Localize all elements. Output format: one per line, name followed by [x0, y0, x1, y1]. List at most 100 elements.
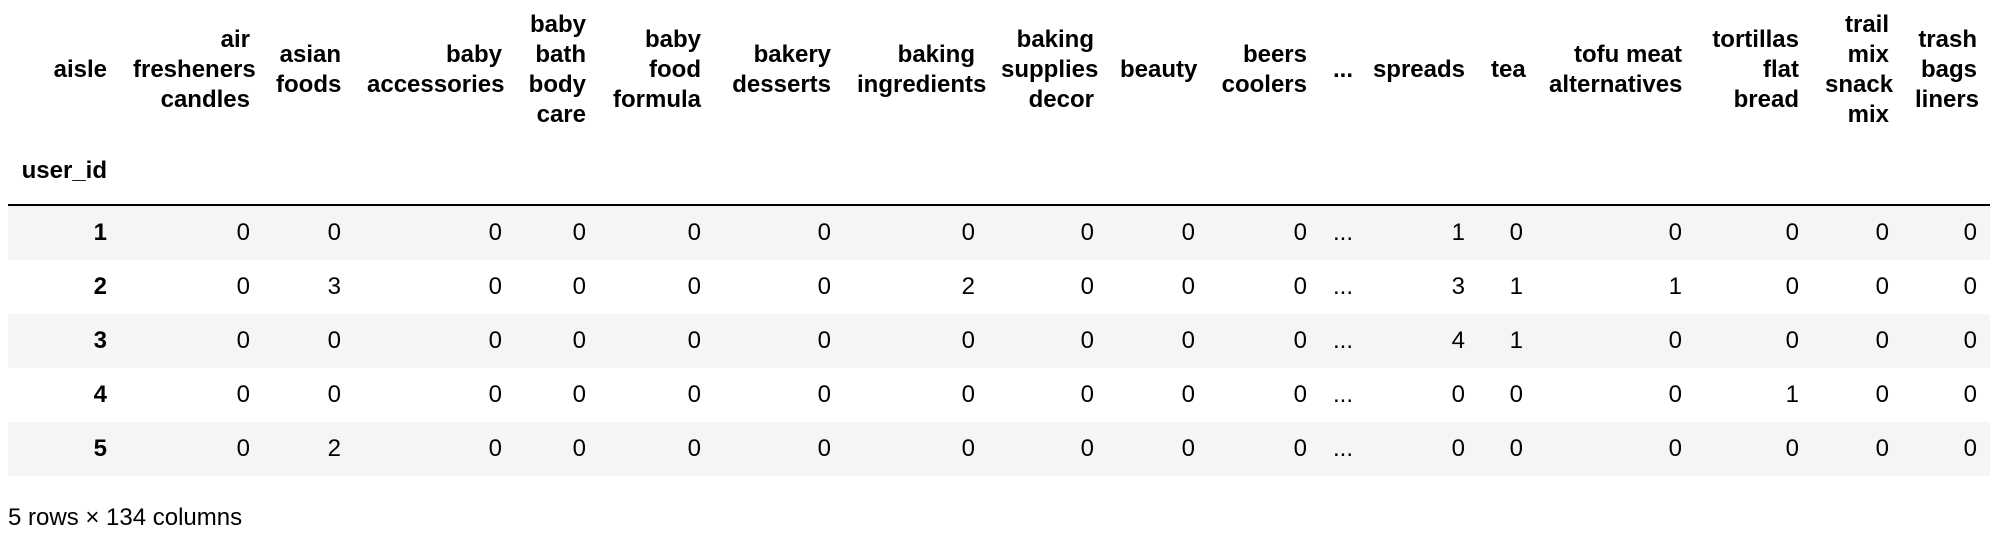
index-name-row-spacer: [354, 140, 515, 206]
index-name-row-spacer: [1902, 140, 1990, 206]
row-index: 4: [93, 381, 107, 408]
cell: 0: [1963, 381, 1977, 408]
cell: 0: [687, 435, 701, 462]
index-name-row-spacer: [844, 140, 988, 206]
cell: ...: [1333, 219, 1354, 246]
cell: ...: [1333, 381, 1354, 408]
row-index: 1: [93, 219, 107, 246]
cell: 0: [817, 327, 831, 354]
cell: 0: [327, 381, 341, 408]
cell: 0: [1963, 219, 1977, 246]
index-name-row-spacer: [1812, 140, 1902, 206]
cell: 0: [1668, 381, 1682, 408]
cell: 0: [687, 381, 701, 408]
cell: 3: [327, 273, 341, 300]
cell: 0: [236, 273, 250, 300]
cell: 0: [236, 435, 250, 462]
index-name-row-spacer: [599, 140, 714, 206]
cell: 0: [1875, 219, 1889, 246]
column-header: spreads: [1372, 56, 1465, 83]
cell: 0: [1875, 435, 1889, 462]
column-header: tofu meat alternatives: [1549, 41, 1683, 98]
cell: 0: [488, 435, 502, 462]
column-header: bakery desserts: [732, 41, 831, 98]
cell: 1: [1668, 273, 1682, 300]
column-header: baby bath body care: [528, 11, 586, 128]
cell: 0: [572, 435, 586, 462]
cell: ...: [1333, 273, 1354, 300]
cell: 0: [1293, 219, 1307, 246]
cell: 0: [817, 381, 831, 408]
cell: 0: [1785, 219, 1799, 246]
cell: 0: [1293, 381, 1307, 408]
cell: 1: [1451, 219, 1465, 246]
cell: 0: [961, 327, 975, 354]
cell: 3: [1451, 273, 1465, 300]
cell: 1: [1509, 273, 1523, 300]
cell: 0: [1785, 273, 1799, 300]
cell: 0: [1080, 381, 1094, 408]
cell: 0: [488, 327, 502, 354]
column-header: baby food formula: [612, 26, 701, 113]
column-header: asian foods: [276, 41, 342, 98]
cell: 0: [1668, 327, 1682, 354]
index-name-row-spacer: [1536, 140, 1695, 206]
dataframe-table: aisle air fresheners candles asian foods b…: [8, 0, 1990, 476]
cell: 0: [1293, 273, 1307, 300]
cell: 0: [961, 219, 975, 246]
cell: 0: [572, 219, 586, 246]
cell: 0: [1080, 435, 1094, 462]
cell: 0: [572, 327, 586, 354]
row-index: 3: [93, 327, 107, 354]
index-name-row-spacer: [1359, 140, 1478, 206]
dataframe-body: 1 0 0 0 0 0 0 0 0 0 0... 1 0 0 0 0 0 2 0 3 0 0 0 0 2 0 0 0... 3 1 1 0 0 0…: [8, 205, 1990, 476]
cell: ...: [1333, 435, 1354, 462]
column-header: beauty: [1120, 56, 1198, 83]
cell: 0: [1181, 219, 1195, 246]
column-header: air fresheners candles: [133, 26, 256, 113]
columns-header-row: aisle air fresheners candles asian foods b…: [8, 0, 1990, 140]
cell: 0: [1509, 435, 1523, 462]
cell: 0: [1080, 327, 1094, 354]
cell: 0: [817, 435, 831, 462]
table-row: 5 0 2 0 0 0 0 0 0 0 0... 0 0 0 0 0 0: [8, 422, 1990, 476]
cell: 0: [572, 381, 586, 408]
index-name-row-spacer: [1695, 140, 1812, 206]
column-header: ...: [1333, 56, 1354, 83]
column-header: tea: [1491, 56, 1526, 83]
cell: 0: [817, 273, 831, 300]
cell: 0: [236, 381, 250, 408]
table-row: 4 0 0 0 0 0 0 0 0 0 0... 0 0 0 1 0 0: [8, 368, 1990, 422]
cell: 0: [1181, 435, 1195, 462]
cell: 0: [687, 327, 701, 354]
index-name-row-spacer: [1208, 140, 1320, 206]
cell: ...: [1333, 327, 1354, 354]
dataframe-header: aisle air fresheners candles asian foods b…: [8, 0, 1990, 206]
cell: 0: [1963, 273, 1977, 300]
row-index: 5: [93, 435, 107, 462]
index-name-row-spacer: [1320, 140, 1359, 206]
cell: 0: [236, 327, 250, 354]
cell: 1: [1785, 381, 1799, 408]
column-header: trail mix snack mix: [1825, 11, 1894, 128]
table-row: 1 0 0 0 0 0 0 0 0 0 0... 1 0 0 0 0 0: [8, 205, 1990, 260]
cell: 0: [1668, 219, 1682, 246]
cell: 0: [236, 219, 250, 246]
cell: 0: [687, 273, 701, 300]
cell: 2: [327, 435, 341, 462]
cell: 0: [817, 219, 831, 246]
cell: 0: [1293, 435, 1307, 462]
cell: 0: [327, 327, 341, 354]
index-name-row-spacer: [263, 140, 354, 206]
column-header: tortillas flat bread: [1712, 26, 1799, 113]
cell: 0: [488, 381, 502, 408]
cell: 0: [1181, 327, 1195, 354]
cell: 0: [1293, 327, 1307, 354]
cell: 0: [1451, 381, 1465, 408]
cell: 0: [1875, 327, 1889, 354]
cell: 0: [1963, 327, 1977, 354]
cell: 0: [961, 381, 975, 408]
column-header: baking ingredients: [857, 41, 987, 98]
cell: 0: [1080, 219, 1094, 246]
cell: 4: [1451, 327, 1465, 354]
